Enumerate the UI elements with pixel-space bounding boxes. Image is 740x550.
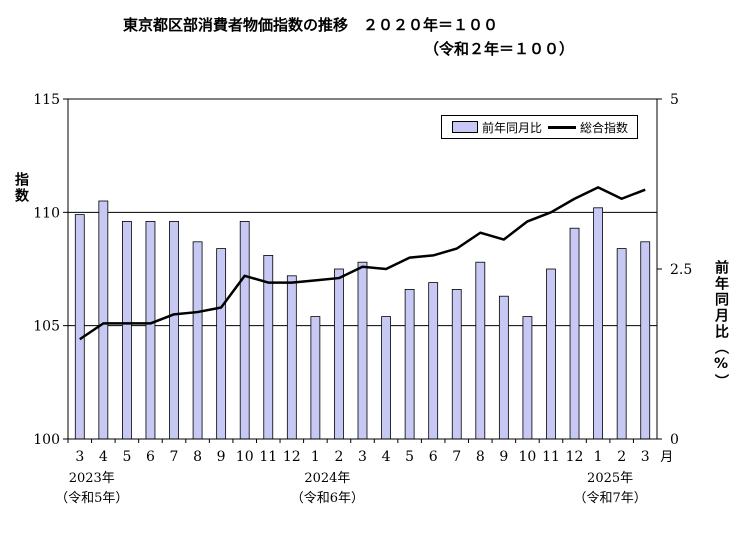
left-tick-label: 110 xyxy=(33,205,60,221)
x-tick-label: 6 xyxy=(429,449,438,465)
legend: 前年同月比 総合指数 xyxy=(441,115,638,139)
bar xyxy=(216,248,227,440)
x-tick-label: 5 xyxy=(405,449,414,465)
bar xyxy=(169,220,179,440)
bar xyxy=(98,200,109,440)
year-label: 2023年 （令和5年） xyxy=(32,469,152,509)
bar xyxy=(616,248,627,440)
x-tick-label: 7 xyxy=(452,449,461,465)
left-tick-label: 115 xyxy=(33,92,60,108)
x-tick-label: 2 xyxy=(617,449,626,465)
bar xyxy=(428,282,439,440)
x-tick-label: 12 xyxy=(566,449,584,465)
x-tick-label: 4 xyxy=(99,449,108,465)
year-label-year: 2023年 xyxy=(68,471,115,486)
left-tick-label: 100 xyxy=(33,432,60,448)
bar xyxy=(334,268,344,440)
x-tick-label: 3 xyxy=(75,449,84,465)
bar xyxy=(569,227,580,440)
bar xyxy=(546,268,556,440)
x-tick-label: 9 xyxy=(499,449,508,465)
x-tick-label: 8 xyxy=(476,449,485,465)
legend-item-line: 総合指数 xyxy=(548,119,628,136)
year-label-year: 2024年 xyxy=(304,471,351,486)
x-tick-label: 8 xyxy=(193,449,202,465)
bar xyxy=(404,288,415,440)
x-tick-label: 9 xyxy=(217,449,226,465)
year-label-era: （令和6年） xyxy=(290,491,365,506)
x-tick-label: 10 xyxy=(236,449,254,465)
legend-swatch-bar xyxy=(452,121,478,133)
bar xyxy=(74,214,85,440)
bar xyxy=(310,316,321,440)
bar xyxy=(522,316,533,440)
bar xyxy=(239,220,250,440)
year-label: 2024年 （令和6年） xyxy=(267,469,387,509)
legend-label-bar: 前年同月比 xyxy=(482,121,543,135)
chart-subtitle: （令和２年＝１００） xyxy=(424,40,575,58)
x-tick-label: 10 xyxy=(519,449,537,465)
bar xyxy=(640,241,651,440)
right-axis-label: 前年同月比（%） xyxy=(713,260,729,390)
year-label-era: （令和7年） xyxy=(573,491,647,506)
bar xyxy=(286,275,297,440)
bar xyxy=(122,220,132,440)
legend-item-bar: 前年同月比 xyxy=(452,119,542,136)
x-tick-label: 3 xyxy=(641,449,650,465)
right-tick-label: 0 xyxy=(670,432,679,448)
bar xyxy=(451,288,462,440)
x-unit-label: 月 xyxy=(660,450,673,465)
x-tick-label: 12 xyxy=(283,449,301,465)
year-label-era: （令和5年） xyxy=(55,491,129,506)
right-tick-label: 2.5 xyxy=(670,262,692,278)
x-tick-label: 6 xyxy=(146,449,155,465)
x-tick-label: 1 xyxy=(311,449,320,465)
legend-swatch-line xyxy=(548,126,576,129)
chart-title: 東京都区部消費者物価指数の推移 ２０２０年＝１００ xyxy=(123,16,499,34)
x-tick-label: 5 xyxy=(122,449,131,465)
legend-label-line: 総合指数 xyxy=(580,121,629,135)
bar xyxy=(192,241,203,440)
year-label: 2025年 （令和7年） xyxy=(550,469,670,509)
bar xyxy=(593,207,603,440)
x-tick-label: 11 xyxy=(542,449,560,465)
x-tick-label: 7 xyxy=(170,449,179,465)
x-tick-label: 11 xyxy=(259,449,277,465)
year-label-year: 2025年 xyxy=(587,471,634,486)
right-tick-label: 5 xyxy=(670,92,679,108)
bar xyxy=(381,316,391,440)
x-tick-label: 2 xyxy=(334,449,343,465)
bar xyxy=(475,261,486,440)
left-axis-label: 指数 xyxy=(13,172,29,204)
series-line xyxy=(79,186,646,341)
left-tick-label: 105 xyxy=(33,319,60,335)
bar xyxy=(145,220,156,440)
bar xyxy=(498,295,509,440)
bar xyxy=(357,261,368,440)
x-tick-label: 1 xyxy=(594,449,603,465)
x-tick-label: 3 xyxy=(358,449,367,465)
x-tick-label: 4 xyxy=(382,449,391,465)
